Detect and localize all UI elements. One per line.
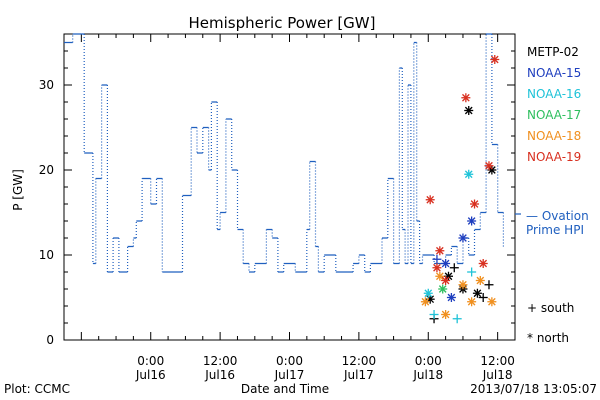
ovation-legend: — Ovation Prime HPI [526, 209, 589, 237]
x-tick-label-time: 12:00 [480, 354, 515, 368]
y-tick-label: 0 [46, 333, 54, 347]
legend-entry-noaa-19: NOAA-19 [527, 150, 581, 164]
observation-point [435, 271, 445, 281]
x-axis: 0:00Jul1612:00Jul160:00Jul1712:00Jul170:… [63, 34, 516, 382]
satellite-observations [420, 55, 500, 324]
observation-point [472, 288, 482, 298]
x-tick-label-time: 12:00 [342, 354, 377, 368]
observation-point [464, 169, 474, 179]
observation-point [425, 195, 435, 205]
plot-timestamp: 2013/07/18 13:05:07 [470, 382, 597, 396]
observation-point [449, 263, 459, 273]
plot-frame [63, 33, 516, 341]
x-axis-label: Date and Time [241, 382, 329, 396]
y-axis-label: P [GW] [11, 169, 25, 211]
observation-point [458, 280, 468, 290]
x-tick-label-date: Jul18 [482, 368, 513, 382]
observation-point [478, 293, 488, 302]
observation-point [423, 288, 433, 298]
satellite-legend: METP-02 NOAA-15 NOAA-16 NOAA-17 NOAA-18 NOAA-… [527, 45, 581, 164]
observation-point [484, 280, 494, 290]
observation-point [487, 297, 497, 307]
chart-title: Hemispheric Power [GW] [189, 14, 376, 32]
x-tick-label-date: Jul16 [135, 368, 166, 382]
observation-point [467, 267, 477, 277]
observation-point [432, 263, 442, 273]
plot-source-label: Plot: CCMC [4, 382, 70, 396]
legend-entry-noaa-15: NOAA-15 [527, 66, 581, 80]
observation-point [478, 259, 488, 268]
legend-entry-noaa-18: NOAA-18 [527, 129, 581, 143]
observation-point [475, 276, 485, 285]
ovation-legend-line2: Prime HPI [526, 223, 584, 237]
observation-point [435, 246, 445, 256]
legend-entry-noaa-16: NOAA-16 [527, 87, 581, 101]
x-tick-label-date: Jul17 [343, 368, 374, 382]
observation-point [467, 297, 477, 307]
ovation-series-group [64, 33, 521, 273]
observation-point [441, 276, 451, 285]
legend-entry-metp-02: METP-02 [527, 45, 579, 59]
ovation-series-transitions [72, 34, 504, 272]
observation-point [438, 284, 448, 294]
observation-point [441, 310, 451, 319]
x-tick-label-date: Jul17 [274, 368, 305, 382]
observation-point [429, 310, 439, 319]
ovation-series-steps [64, 33, 504, 273]
y-tick-label: 30 [39, 78, 54, 92]
y-tick-label: 10 [39, 248, 54, 262]
marker-legend-south: + south [527, 301, 574, 315]
observation-point [458, 233, 468, 243]
legend-entry-noaa-17: NOAA-17 [527, 108, 581, 122]
marker-legend-north: * north [527, 331, 569, 345]
y-tick-label: 20 [39, 163, 54, 177]
x-tick-label-date: Jul16 [204, 368, 235, 382]
observation-point [484, 161, 494, 171]
x-tick-label-time: 0:00 [415, 354, 442, 368]
observation-point [467, 216, 477, 226]
observation-point [490, 55, 500, 64]
observation-point [464, 106, 474, 115]
ovation-legend-line1: — Ovation [526, 209, 589, 223]
y-axis: 0 10 20 30 [39, 33, 515, 347]
observation-point [461, 93, 471, 103]
x-tick-label-time: 0:00 [137, 354, 164, 368]
marker-legend: + south * north [527, 301, 574, 345]
observation-point [420, 297, 430, 307]
x-tick-label-date: Jul18 [412, 368, 443, 382]
observation-point [470, 199, 480, 209]
observation-point [432, 254, 442, 264]
x-tick-label-time: 0:00 [276, 354, 303, 368]
observation-point [446, 293, 456, 302]
observation-point [452, 314, 462, 324]
x-tick-label-time: 12:00 [203, 354, 238, 368]
observation-point [441, 259, 451, 268]
